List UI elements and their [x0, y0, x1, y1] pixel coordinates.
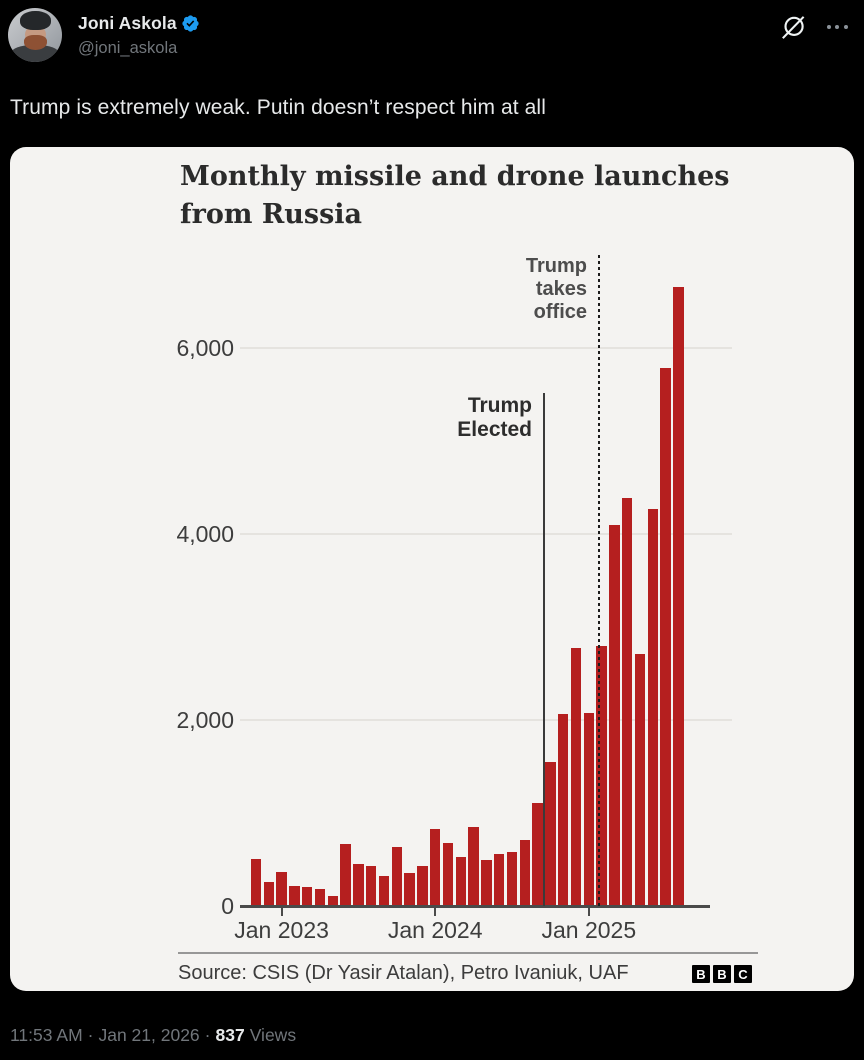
- tweet-timestamp-row: 11:53 AM · Jan 21, 2026 · 837 Views: [10, 1025, 296, 1046]
- bar-may-2025: [634, 653, 646, 906]
- bar-aug-2025: [673, 286, 684, 906]
- bar-mar-2025: [609, 524, 620, 906]
- bar-jun-2025: [647, 508, 658, 906]
- chart-title-line1: Monthly missile and drone launches: [180, 161, 730, 192]
- grok-button[interactable]: [778, 12, 808, 42]
- x-tick-label: Jan 2023: [234, 917, 329, 943]
- event-line-dotted: [597, 255, 601, 906]
- y-tick-label: 6,000: [176, 335, 234, 361]
- bar-dec-2022: [263, 882, 274, 906]
- x-tick-mark: [587, 907, 590, 916]
- bar-may-2024: [481, 859, 492, 906]
- bar-apr-2025: [622, 497, 633, 906]
- avatar-jacket-shape: [11, 45, 59, 62]
- bar-sep-2024: [532, 803, 543, 906]
- user-handle[interactable]: @joni_askola: [78, 39, 178, 57]
- bar-nov-2023: [404, 873, 415, 906]
- avatar-beanie-shape: [20, 11, 51, 30]
- views-count: 837: [215, 1025, 245, 1045]
- chart-title-line2: from Russia: [180, 199, 363, 230]
- media-card-chart[interactable]: Monthly missile and drone launches from …: [10, 147, 854, 991]
- y-tick-label: 4,000: [176, 521, 234, 547]
- bar-apr-2024: [468, 826, 479, 906]
- bbc-logo: B B C: [692, 965, 752, 983]
- more-button[interactable]: [822, 12, 852, 42]
- bar-jun-2024: [494, 853, 505, 906]
- source-text: Source: CSIS (Dr Yasir Atalan), Petro Iv…: [178, 962, 629, 984]
- avatar-beard-shape: [24, 35, 47, 50]
- date: Jan 21, 2026: [98, 1025, 200, 1045]
- bar-dec-2023: [417, 866, 428, 906]
- bar-jul-2025: [660, 367, 671, 906]
- bar-nov-2024: [558, 714, 569, 906]
- bar-aug-2024: [519, 839, 530, 906]
- gridline-6000: [240, 347, 732, 349]
- chart-title: Monthly missile and drone launches from …: [180, 158, 780, 234]
- avatar[interactable]: [8, 8, 62, 62]
- dot-separator: ·: [204, 1025, 211, 1045]
- bar-may-2023: [327, 895, 338, 906]
- gridline-2000: [240, 719, 732, 721]
- x-tick-label: Jan 2024: [387, 917, 483, 943]
- display-name[interactable]: Joni Askola: [78, 13, 177, 33]
- bar-oct-2023: [391, 847, 402, 906]
- bar-jul-2023: [353, 864, 364, 906]
- time: 11:53 AM: [10, 1025, 83, 1045]
- event-line-solid: [542, 393, 546, 906]
- bar-sep-2023: [378, 875, 390, 906]
- tweet-text: Trump is extremely weak. Putin doesn’t r…: [10, 96, 546, 119]
- x-tick-label: Jan 2025: [541, 917, 637, 943]
- y-tick-label: 0: [221, 893, 234, 919]
- bar-jul-2024: [506, 851, 518, 906]
- bar-aug-2023: [366, 865, 377, 906]
- source-divider: [178, 952, 758, 954]
- bar-oct-2024: [545, 761, 556, 906]
- bar-feb-2025: [596, 645, 607, 906]
- bar-apr-2023: [314, 888, 326, 906]
- bar-jan-2025: [583, 713, 594, 906]
- bar-jun-2023: [340, 844, 351, 906]
- x-tick-mark: [434, 907, 437, 916]
- annotation-trump-elected: Trump Elected: [457, 394, 532, 441]
- bar-mar-2024: [455, 857, 466, 906]
- verified-badge-icon: [182, 15, 199, 32]
- ellipsis-icon: [826, 25, 848, 29]
- grok-icon: [781, 15, 804, 39]
- bar-mar-2023: [302, 886, 313, 906]
- bar-feb-2023: [289, 886, 300, 906]
- views-label: Views: [249, 1025, 297, 1045]
- annotation-trump-takes-office: Trump takes office: [525, 255, 587, 323]
- bar-dec-2024: [570, 648, 582, 906]
- bar-jan-2024: [430, 829, 441, 906]
- y-tick-label: 2,000: [176, 707, 234, 733]
- bar-jan-2023: [276, 871, 287, 906]
- x-axis-line: [240, 905, 710, 908]
- bar-feb-2024: [442, 842, 454, 906]
- gridline-4000: [240, 533, 732, 535]
- dot-separator: ·: [87, 1025, 94, 1045]
- bar-nov-2022: [250, 858, 262, 906]
- x-tick-mark: [280, 907, 283, 916]
